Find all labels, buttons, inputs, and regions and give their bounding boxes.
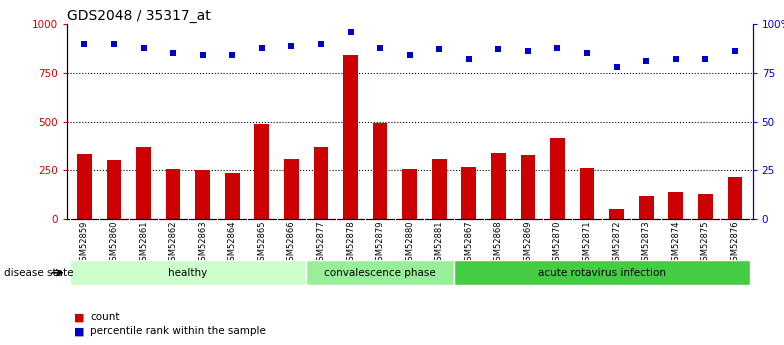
Point: [314, 41, 327, 47]
Text: GSM52868: GSM52868: [494, 221, 503, 266]
Point: [699, 57, 712, 62]
Bar: [254, 124, 269, 219]
Text: count: count: [90, 313, 120, 322]
Text: GSM52864: GSM52864: [227, 221, 237, 266]
Bar: [669, 192, 683, 219]
Text: ■: ■: [74, 313, 85, 322]
Point: [463, 57, 475, 62]
Point: [640, 58, 652, 64]
Text: GSM52869: GSM52869: [524, 221, 532, 266]
Text: GSM52863: GSM52863: [198, 221, 207, 266]
Text: GSM52870: GSM52870: [553, 221, 562, 266]
Bar: [491, 153, 506, 219]
Point: [403, 52, 416, 58]
Text: GSM52872: GSM52872: [612, 221, 621, 266]
Text: GSM52866: GSM52866: [287, 221, 296, 266]
Text: GSM52862: GSM52862: [169, 221, 178, 266]
Bar: [550, 138, 565, 219]
Text: GSM52874: GSM52874: [671, 221, 681, 266]
Point: [196, 52, 209, 58]
Point: [285, 43, 298, 48]
Text: GSM52859: GSM52859: [80, 221, 89, 266]
Text: GSM52861: GSM52861: [139, 221, 148, 266]
Bar: [579, 168, 594, 219]
Point: [581, 51, 593, 56]
Point: [521, 49, 534, 54]
Text: disease state: disease state: [4, 268, 74, 277]
Text: acute rotavirus infection: acute rotavirus infection: [538, 268, 666, 277]
Bar: [284, 159, 299, 219]
Text: GSM52879: GSM52879: [376, 221, 385, 266]
Text: percentile rank within the sample: percentile rank within the sample: [90, 326, 266, 336]
Bar: [77, 154, 92, 219]
Point: [433, 47, 445, 52]
Bar: [462, 167, 476, 219]
Text: GSM52881: GSM52881: [434, 221, 444, 266]
Bar: [225, 173, 240, 219]
Bar: [136, 147, 151, 219]
Bar: [195, 170, 210, 219]
Point: [78, 41, 91, 47]
Bar: [521, 155, 535, 219]
Bar: [432, 159, 447, 219]
Text: GSM52877: GSM52877: [317, 221, 325, 266]
Text: GSM52880: GSM52880: [405, 221, 414, 266]
Text: ■: ■: [74, 326, 85, 336]
Bar: [107, 160, 122, 219]
Bar: [70, 260, 306, 285]
Point: [167, 51, 180, 56]
Text: GSM52873: GSM52873: [641, 221, 651, 266]
Text: GSM52871: GSM52871: [583, 221, 592, 266]
Bar: [402, 169, 417, 219]
Bar: [728, 177, 742, 219]
Point: [728, 49, 741, 54]
Bar: [698, 194, 713, 219]
Text: convalescence phase: convalescence phase: [325, 268, 436, 277]
Bar: [314, 147, 328, 219]
Point: [226, 52, 238, 58]
Bar: [372, 122, 387, 219]
Point: [256, 45, 268, 50]
Text: GSM52878: GSM52878: [346, 221, 355, 266]
Text: GDS2048 / 35317_at: GDS2048 / 35317_at: [67, 9, 210, 23]
Text: GSM52876: GSM52876: [731, 221, 739, 266]
Point: [137, 45, 150, 50]
Text: GSM52867: GSM52867: [464, 221, 474, 266]
Bar: [609, 209, 624, 219]
Bar: [639, 196, 654, 219]
Point: [374, 45, 387, 50]
Point: [611, 64, 623, 70]
Point: [344, 29, 357, 35]
Point: [551, 45, 564, 50]
Bar: [343, 55, 358, 219]
Text: GSM52865: GSM52865: [257, 221, 267, 266]
Point: [670, 57, 682, 62]
Bar: [306, 260, 454, 285]
Point: [107, 41, 120, 47]
Text: GSM52875: GSM52875: [701, 221, 710, 266]
Bar: [165, 169, 180, 219]
Point: [492, 47, 505, 52]
Text: GSM52860: GSM52860: [110, 221, 118, 266]
Text: healthy: healthy: [169, 268, 208, 277]
Bar: [454, 260, 750, 285]
